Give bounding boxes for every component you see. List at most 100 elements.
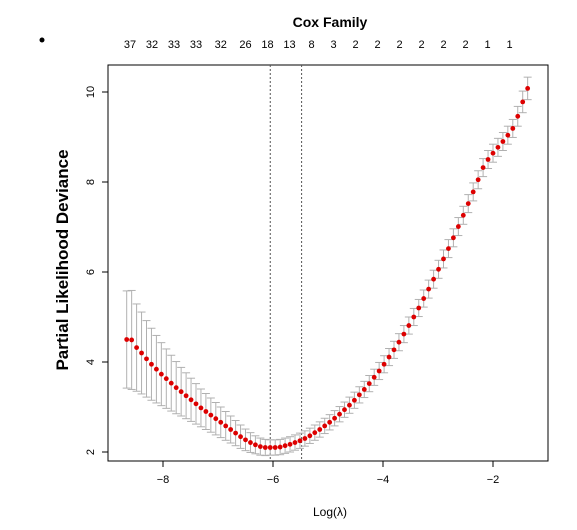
data-point (287, 441, 293, 447)
data-point (520, 99, 526, 105)
data-point (277, 444, 283, 450)
data-point (525, 86, 531, 91)
data-point (223, 423, 229, 429)
top-axis-label: 8 (308, 39, 314, 51)
y-tick-label: 4 (85, 359, 97, 365)
data-point (163, 376, 169, 382)
data-point (515, 113, 521, 119)
data-point (243, 437, 248, 443)
data-point (416, 305, 422, 311)
data-point (381, 361, 387, 367)
data-point (144, 356, 149, 362)
x-tick-label: −6 (267, 474, 280, 486)
y-tick-label: 10 (85, 86, 97, 98)
top-axis-label: 32 (215, 39, 227, 51)
top-axis-label: 1 (506, 39, 512, 51)
y-tick-label: 2 (85, 449, 97, 455)
data-point (455, 224, 461, 229)
plot-frame (107, 64, 549, 462)
y-tick-label: 8 (85, 179, 97, 185)
data-point (183, 393, 189, 399)
data-point (436, 266, 441, 272)
data-point (446, 246, 451, 252)
x-axis-label: Log(λ) (313, 505, 347, 519)
data-point (154, 366, 159, 372)
data-point (178, 389, 184, 395)
data-point (361, 387, 367, 392)
top-axis-label: 32 (146, 39, 158, 51)
data-point (411, 314, 417, 320)
top-axis-label: 2 (352, 39, 358, 51)
reference-lines (269, 65, 303, 461)
data-point (124, 337, 130, 342)
top-axis-label: 26 (239, 39, 251, 51)
x-tick-label: −4 (377, 474, 390, 486)
data-point (257, 444, 263, 449)
top-axis-label: 2 (418, 39, 424, 51)
data-point (317, 427, 323, 432)
data-point (342, 407, 347, 413)
top-axis-label: 13 (283, 39, 295, 51)
data-point (401, 331, 407, 337)
error-bars (122, 76, 532, 457)
data-point (366, 381, 372, 386)
data-point (510, 126, 516, 131)
top-axis: 37 32 33 33 32 26 18 13 8 3 2 2 2 2 2 2 1 1 (124, 39, 513, 51)
data-point (248, 440, 253, 445)
data-point (203, 409, 209, 414)
y-tick-label: 6 (85, 269, 97, 275)
data-point (485, 157, 491, 162)
chart-title: Cox Family (293, 14, 368, 30)
data-point (386, 354, 392, 360)
data-point (391, 347, 397, 353)
data-point (228, 427, 234, 432)
data-point (267, 445, 273, 450)
data-point (218, 419, 224, 425)
data-point (431, 276, 436, 282)
top-axis-label: 33 (190, 39, 202, 51)
data-point (327, 419, 333, 425)
data-point (307, 433, 313, 439)
data-point (233, 430, 239, 436)
data-point (347, 402, 352, 408)
data-point (198, 405, 204, 411)
top-axis-label: 1 (484, 39, 490, 51)
data-point (505, 132, 511, 138)
data-point (238, 434, 243, 440)
data-point (173, 385, 179, 391)
data-point (426, 286, 432, 292)
data-point (480, 165, 486, 171)
data-point (297, 438, 303, 444)
data-point (406, 323, 412, 328)
top-axis-label: 2 (374, 39, 380, 51)
data-point (500, 139, 506, 144)
x-tick-label: −2 (487, 474, 500, 486)
data-points (124, 86, 531, 450)
data-point (213, 416, 219, 422)
data-point (475, 177, 481, 183)
data-point (322, 423, 328, 429)
data-point (282, 443, 288, 449)
top-axis-label: 2 (462, 39, 468, 51)
data-point (262, 445, 268, 450)
data-point (292, 440, 298, 445)
data-point (495, 144, 501, 150)
data-point (441, 256, 446, 262)
data-point (460, 212, 466, 218)
top-axis-label: 3 (330, 39, 336, 51)
data-point (332, 415, 337, 421)
top-axis-label: 37 (124, 39, 136, 51)
data-point (352, 397, 357, 403)
top-axis-label: 33 (168, 39, 180, 51)
top-axis-label: 2 (396, 39, 402, 51)
data-point (129, 337, 135, 343)
x-axis: −8 −6 −4 −2 (157, 461, 500, 486)
x-tick-label: −8 (157, 474, 170, 486)
data-point (139, 350, 144, 356)
data-point (337, 411, 342, 417)
data-point (396, 339, 402, 345)
data-point (253, 442, 258, 448)
data-point (134, 345, 140, 350)
top-axis-label: 2 (440, 39, 446, 51)
